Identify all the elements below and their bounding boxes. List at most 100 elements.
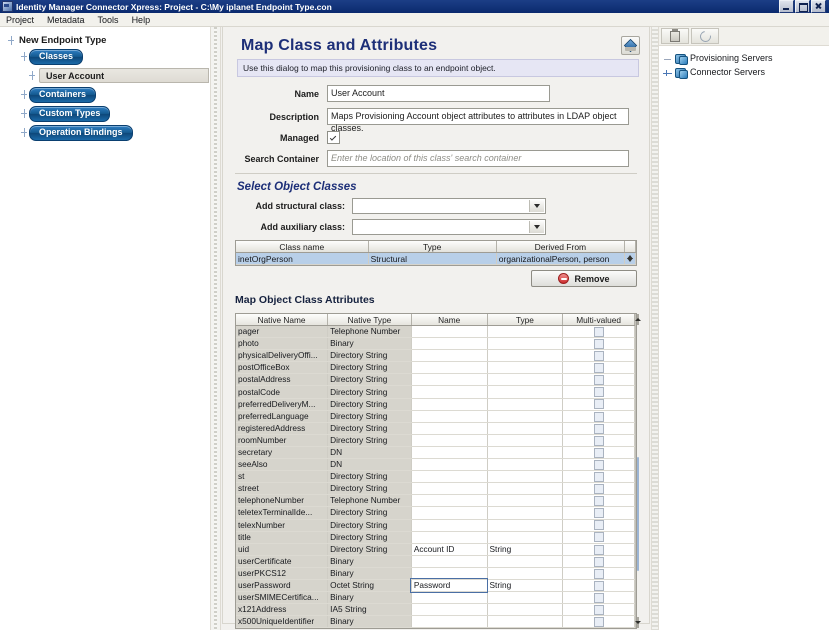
left-splitter[interactable]: [210, 27, 221, 630]
right-splitter[interactable]: [651, 27, 659, 630]
scroll-up-icon[interactable]: [635, 314, 641, 325]
table-row[interactable]: postOfficeBox Directory String: [236, 361, 635, 375]
cell-name[interactable]: [411, 470, 488, 484]
cell-multi-valued[interactable]: [562, 506, 635, 520]
multi-valued-checkbox[interactable]: [593, 411, 604, 422]
table-row[interactable]: telephoneNumber Telephone Number: [236, 494, 635, 508]
table-scrollbar[interactable]: [624, 252, 636, 265]
cell-multi-valued[interactable]: [562, 373, 635, 387]
cell-multi-valued[interactable]: [562, 603, 635, 617]
tree-root-node[interactable]: New Endpoint Type: [0, 33, 209, 47]
cell-multi-valued[interactable]: [562, 579, 635, 593]
cell-name[interactable]: [411, 591, 488, 605]
cell-type[interactable]: [487, 458, 564, 472]
expand-toggle-icon[interactable]: [663, 67, 675, 78]
cell-type[interactable]: [487, 603, 564, 617]
tree-node-operation-bindings[interactable]: Operation Bindings: [0, 123, 209, 142]
column-header-multi-valued[interactable]: Multi-valued: [562, 314, 635, 326]
expand-toggle-icon[interactable]: [18, 51, 29, 62]
cell-type[interactable]: [487, 349, 564, 363]
scroll-down-icon[interactable]: [627, 258, 633, 262]
cell-type[interactable]: [487, 337, 564, 351]
table-row[interactable]: street Directory String: [236, 482, 635, 496]
table-row[interactable]: x500UniqueIdentifier Binary: [236, 615, 635, 629]
cell-name[interactable]: [411, 603, 488, 617]
servers-tree-item-provisioning[interactable]: Provisioning Servers: [659, 51, 829, 65]
cell-multi-valued[interactable]: [562, 446, 635, 460]
tree-node-custom-types[interactable]: Custom Types: [0, 104, 209, 123]
cell-name[interactable]: Password: [410, 578, 489, 593]
tree-node-user-account[interactable]: User Account: [0, 66, 209, 85]
cell-multi-valued[interactable]: [562, 470, 635, 484]
menu-item-project[interactable]: Project: [6, 14, 35, 25]
multi-valued-checkbox[interactable]: [593, 592, 604, 603]
cell-multi-valued[interactable]: [562, 482, 635, 496]
palette-icon[interactable]: [621, 36, 640, 55]
multi-valued-checkbox[interactable]: [593, 423, 604, 434]
cell-multi-valued[interactable]: [562, 422, 635, 435]
minimize-icon[interactable]: [779, 0, 794, 13]
cell-name[interactable]: [411, 615, 488, 629]
cell-name[interactable]: [411, 555, 488, 568]
cell-type[interactable]: [487, 422, 564, 435]
table-row[interactable]: inetOrgPerson Structural organizationalP…: [236, 252, 636, 265]
managed-checkbox[interactable]: [327, 131, 340, 144]
cell-multi-valued[interactable]: [562, 615, 635, 629]
cell-type[interactable]: [487, 519, 564, 532]
scroll-up-icon[interactable]: [627, 255, 633, 259]
multi-valued-checkbox[interactable]: [593, 544, 604, 555]
table-row[interactable]: postalCode Directory String: [236, 385, 635, 399]
expand-toggle-icon[interactable]: [18, 108, 29, 119]
cell-type[interactable]: [487, 531, 564, 544]
column-header-derived-from[interactable]: Derived From: [496, 241, 626, 253]
cell-multi-valued[interactable]: [562, 337, 635, 351]
menu-item-help[interactable]: Help: [131, 14, 151, 25]
chevron-down-icon[interactable]: [529, 221, 544, 233]
cell-type[interactable]: [487, 567, 564, 580]
table-row[interactable]: teletexTerminalIde... Directory String: [236, 506, 635, 520]
multi-valued-checkbox[interactable]: [593, 532, 604, 543]
column-header-name[interactable]: Name: [411, 314, 488, 326]
cell-name[interactable]: [411, 434, 488, 447]
column-header-type[interactable]: Type: [487, 314, 564, 326]
multi-valued-checkbox[interactable]: [593, 496, 604, 506]
cell-multi-valued[interactable]: [562, 434, 635, 447]
table-row[interactable]: registeredAddress Directory String: [236, 422, 635, 435]
cell-multi-valued[interactable]: [562, 349, 635, 363]
table-row[interactable]: st Directory String: [236, 470, 635, 484]
cell-name[interactable]: [411, 325, 488, 339]
servers-tree-item-connector[interactable]: Connector Servers: [659, 65, 829, 79]
menu-item-metadata[interactable]: Metadata: [47, 14, 85, 25]
auxiliary-class-select[interactable]: [352, 219, 546, 235]
table-row[interactable]: seeAlso DN: [236, 458, 635, 472]
expand-toggle-icon[interactable]: [18, 127, 29, 138]
table-row[interactable]: preferredDeliveryM... Directory String: [236, 398, 635, 411]
maximize-icon[interactable]: [795, 0, 810, 13]
cell-multi-valued[interactable]: [562, 458, 635, 472]
multi-valued-checkbox[interactable]: [593, 605, 604, 615]
cell-type[interactable]: [487, 446, 564, 460]
table-row[interactable]: userPassword Octet String Password String: [236, 578, 635, 593]
table-row[interactable]: postalAddress Directory String: [236, 373, 635, 387]
table-row[interactable]: title Directory String: [236, 531, 635, 544]
cell-multi-valued[interactable]: [562, 531, 635, 544]
multi-valued-checkbox[interactable]: [593, 459, 604, 470]
cell-name[interactable]: [411, 446, 488, 460]
multi-valued-checkbox[interactable]: [593, 568, 604, 579]
cell-name[interactable]: [411, 398, 488, 411]
table-row[interactable]: photo Binary: [236, 337, 635, 351]
table-row[interactable]: userPKCS12 Binary: [236, 567, 635, 580]
cell-name[interactable]: [411, 349, 488, 363]
table-row[interactable]: pager Telephone Number: [236, 325, 635, 339]
expand-toggle-icon[interactable]: [26, 70, 37, 81]
cell-type[interactable]: [487, 591, 564, 605]
cell-type[interactable]: [487, 482, 564, 496]
column-header-native-name[interactable]: Native Name: [236, 314, 329, 326]
expand-toggle-icon[interactable]: [5, 35, 16, 46]
multi-valued-checkbox[interactable]: [593, 375, 604, 385]
search-container-input[interactable]: Enter the location of this class' search…: [327, 150, 629, 167]
selected-node-row[interactable]: User Account: [39, 68, 209, 83]
table-row[interactable]: telexNumber Directory String: [236, 519, 635, 532]
scroll-down-icon[interactable]: [635, 617, 641, 629]
cell-name[interactable]: [411, 531, 488, 544]
